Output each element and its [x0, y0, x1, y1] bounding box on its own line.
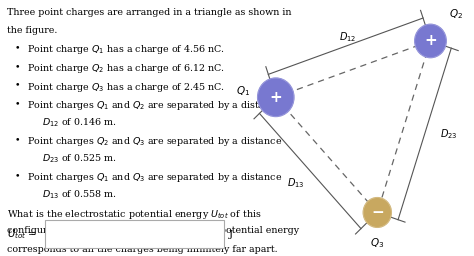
Text: corresponds to all the charges being infinitely far apart.: corresponds to all the charges being inf…: [7, 245, 278, 254]
Text: $D_{13}$ of 0.558 m.: $D_{13}$ of 0.558 m.: [27, 189, 117, 201]
Text: What is the electrostatic potential energy $U_{tot}$ of this: What is the electrostatic potential ener…: [7, 208, 262, 220]
Text: •: •: [14, 43, 20, 52]
Text: Point charges $Q_1$ and $Q_2$ are separated by a distance: Point charges $Q_1$ and $Q_2$ are separa…: [27, 99, 283, 112]
Text: Point charges $Q_2$ and $Q_3$ are separated by a distance: Point charges $Q_2$ and $Q_3$ are separa…: [27, 135, 283, 148]
Text: •: •: [14, 62, 20, 71]
Text: •: •: [14, 99, 20, 108]
Text: Point charge $Q_2$ has a charge of 6.12 nC.: Point charge $Q_2$ has a charge of 6.12 …: [27, 62, 225, 75]
Circle shape: [258, 78, 294, 116]
Text: •: •: [14, 172, 20, 180]
Text: •: •: [14, 135, 20, 144]
Text: J: J: [228, 230, 233, 239]
Text: $Q_2$: $Q_2$: [449, 7, 463, 21]
Text: −: −: [371, 205, 383, 220]
FancyBboxPatch shape: [45, 220, 224, 248]
Text: Three point charges are arranged in a triangle as shown in: Three point charges are arranged in a tr…: [7, 8, 292, 17]
Text: $D_{23}$ of 0.525 m.: $D_{23}$ of 0.525 m.: [27, 153, 117, 165]
Text: $D_{13}$: $D_{13}$: [287, 176, 304, 190]
Circle shape: [363, 198, 392, 227]
Text: $D_{12}$: $D_{12}$: [339, 30, 357, 44]
Text: Point charge $Q_3$ has a charge of 2.45 nC.: Point charge $Q_3$ has a charge of 2.45 …: [27, 81, 225, 93]
Text: configuration of charges? Assume that zero potential energy: configuration of charges? Assume that ze…: [7, 226, 299, 235]
Text: +: +: [269, 90, 282, 105]
Text: $Q_3$: $Q_3$: [370, 236, 384, 250]
Text: •: •: [14, 81, 20, 90]
Text: $D_{23}$: $D_{23}$: [440, 127, 458, 141]
Text: $D_{12}$ of 0.146 m.: $D_{12}$ of 0.146 m.: [27, 117, 117, 129]
Text: the figure.: the figure.: [7, 26, 57, 35]
Circle shape: [415, 24, 446, 58]
Text: $Q_1$: $Q_1$: [236, 85, 250, 98]
Text: +: +: [424, 34, 437, 48]
Text: Point charge $Q_1$ has a charge of 4.56 nC.: Point charge $Q_1$ has a charge of 4.56 …: [27, 43, 225, 56]
Text: Point charges $Q_1$ and $Q_3$ are separated by a distance: Point charges $Q_1$ and $Q_3$ are separa…: [27, 172, 283, 184]
Text: $U_{tot}$ =: $U_{tot}$ =: [7, 227, 37, 241]
